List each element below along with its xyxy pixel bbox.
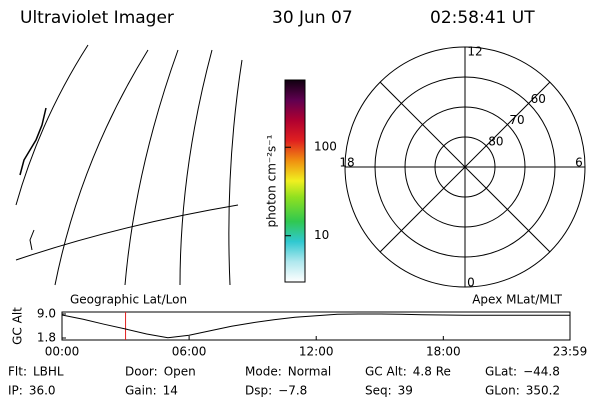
polar-ring (404, 106, 526, 228)
info-value: −7.8 (278, 384, 307, 398)
info-label: Mode: (245, 365, 282, 379)
x-tick-label: 23:59 (553, 345, 588, 359)
x-tick-label: 18:00 (426, 345, 461, 359)
x-tick-label: 00:00 (45, 345, 80, 359)
colorbar-tick-label: 100 (314, 140, 337, 154)
alt-line (61, 313, 570, 339)
info-label: Seq: (365, 384, 392, 398)
info-value: LBHL (33, 365, 64, 379)
mlt-label: 6 (575, 156, 583, 170)
polar-ring (344, 46, 586, 288)
plot-label: Geographic Lat/Lon (70, 293, 187, 307)
time: 02:58:41 UT (430, 8, 535, 28)
mlt-label: 12 (467, 45, 482, 59)
plot-label: Apex MLat/MLT (472, 293, 562, 307)
y-tick-label: 9.0 (37, 307, 56, 321)
info-value: Open (164, 365, 196, 379)
info-value: 39 (398, 384, 413, 398)
info-value: 36.0 (29, 384, 56, 398)
map (15, 44, 243, 286)
info-label: Flt: (8, 365, 27, 379)
info-value: 350.2 (526, 384, 560, 398)
info-value: 14 (163, 384, 178, 398)
info-label: GLat: (485, 365, 517, 379)
info-value: 4.8 Re (413, 365, 451, 379)
info-label: GC Alt: (365, 365, 407, 379)
date: 30 Jun 07 (272, 8, 353, 28)
mlt-label: 0 (467, 276, 475, 290)
info-label: IP: (8, 384, 23, 398)
colorbar (284, 79, 306, 283)
x-tick-label: 06:00 (172, 345, 207, 359)
lat-label: 70 (509, 113, 524, 127)
y-axis-label: GC Alt (11, 307, 25, 345)
info-label: Dsp: (245, 384, 272, 398)
polar-ring (434, 136, 496, 198)
mlt-label: 18 (339, 156, 354, 170)
colorbar-label: photon cm⁻²s⁻¹ (265, 134, 279, 227)
info-label: Door: (125, 365, 158, 379)
info-value: −44.8 (523, 365, 560, 379)
info-label: Gain: (125, 384, 157, 398)
y-tick-label: 1.8 (37, 331, 56, 345)
polar-ring (374, 76, 556, 258)
lat-label: 60 (531, 92, 546, 106)
x-tick-label: 12:00 (299, 345, 334, 359)
polar-grid (345, 47, 585, 287)
instrument: Ultraviolet Imager (20, 8, 174, 28)
lat-label: 80 (488, 134, 503, 148)
info-label: GLon: (485, 384, 520, 398)
colorbar-tick-label: 10 (314, 228, 329, 242)
info-value: Normal (288, 365, 331, 379)
